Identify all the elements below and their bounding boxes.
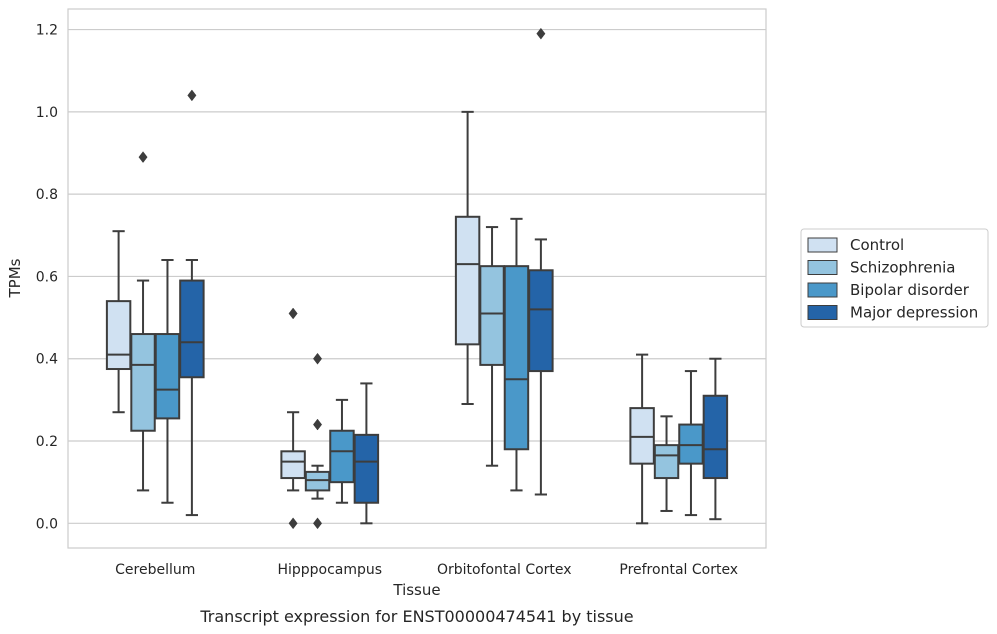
iqr-box — [353, 433, 380, 504]
y-tick-label: 0.6 — [36, 269, 58, 285]
legend-frame — [800, 228, 989, 328]
legend-swatch — [807, 237, 838, 253]
outlier-point — [288, 517, 298, 530]
y-axis-title: TPMs — [6, 258, 24, 298]
outlier-point — [313, 352, 323, 365]
y-tick-label: 0.2 — [36, 434, 58, 450]
box-group — [678, 370, 704, 517]
y-tick-label: 1.2 — [36, 23, 58, 39]
box-group — [304, 352, 331, 530]
legend-label: Control — [850, 236, 904, 254]
plot-area-frame — [67, 8, 767, 549]
box-group — [130, 151, 156, 492]
x-tick-label: Cerebellum — [115, 562, 195, 578]
y-tick-labels: 0.0 0.2 0.4 0.6 0.8 1.0 1.2 — [36, 23, 58, 533]
iqr-box — [304, 470, 331, 492]
outlier-point — [313, 418, 323, 431]
y-tick-label: 0.4 — [36, 352, 58, 368]
outlier-point — [288, 307, 298, 320]
iqr-box — [629, 407, 655, 465]
y-tick-label: 0.8 — [36, 187, 58, 203]
x-axis-title: Tissue — [392, 581, 440, 599]
iqr-box — [280, 450, 306, 480]
legend-swatch — [807, 282, 838, 298]
box-group — [503, 217, 530, 492]
box-group — [454, 110, 481, 405]
box-group — [329, 398, 355, 504]
iqr-box — [329, 429, 355, 484]
x-tick-label: Orbitofontal Cortex — [437, 562, 572, 578]
outlier-point — [536, 27, 546, 40]
iqr-box — [105, 300, 132, 371]
box-group — [653, 415, 680, 512]
legend: Control Schizophrenia Bipolar disorder Majo… — [800, 228, 989, 328]
legend-swatch — [807, 260, 838, 275]
iqr-box — [503, 265, 530, 451]
iqr-box — [454, 215, 481, 346]
outlier-point — [187, 89, 197, 102]
iqr-box — [130, 333, 156, 432]
iqr-box — [528, 269, 554, 373]
box-group — [629, 353, 655, 525]
iqr-box — [154, 333, 181, 420]
legend-label: Major depression — [850, 304, 978, 322]
chart-caption: Transcript expression for ENST0000047454… — [199, 607, 633, 626]
iqr-box — [653, 444, 680, 480]
box-group — [154, 258, 181, 504]
iqr-box — [702, 394, 729, 480]
y-tick-label: 1.0 — [36, 105, 58, 121]
x-tick-label: Hipppocampus — [277, 562, 382, 578]
iqr-box — [479, 265, 505, 366]
legend-swatch — [807, 305, 838, 320]
iqr-box — [678, 423, 704, 465]
x-tick-labels: Cerebellum Hipppocampus Orbitofontal Corte… — [115, 562, 738, 578]
box-group — [105, 230, 132, 414]
box-group — [280, 307, 306, 530]
outlier-point — [313, 517, 323, 530]
legend-label: Schizophrenia — [850, 259, 955, 277]
x-tick-label: Prefrontal Cortex — [619, 562, 738, 578]
legend-label: Bipolar disorder — [850, 281, 970, 299]
box-group — [353, 382, 380, 525]
box-group — [179, 89, 205, 517]
box-group — [702, 357, 729, 521]
box-group — [528, 27, 554, 496]
y-tick-label: 0.0 — [36, 516, 58, 532]
outlier-point — [138, 151, 148, 163]
boxes-layer — [105, 27, 729, 530]
box-group — [479, 226, 505, 467]
iqr-box — [179, 279, 205, 379]
